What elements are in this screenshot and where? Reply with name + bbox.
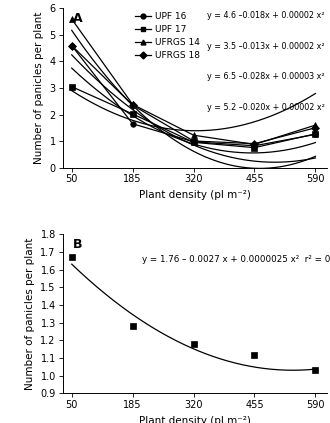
Y-axis label: Number of panicles per plant: Number of panicles per plant (25, 238, 35, 390)
Text: y = 1.76 – 0.0027 x + 0.0000025 x²  r² = 0.95: y = 1.76 – 0.0027 x + 0.0000025 x² r² = … (142, 255, 330, 264)
Text: B: B (73, 237, 83, 250)
Text: y = 4.6 –0.018x + 0.00002 x²  r² = 0.91: y = 4.6 –0.018x + 0.00002 x² r² = 0.91 (207, 11, 330, 20)
Legend: UPF 16, UPF 17, UFRGS 14, UFRGS 18: UPF 16, UPF 17, UFRGS 14, UFRGS 18 (134, 11, 201, 61)
Text: y = 6.5 –0.028x + 0.00003 x²  r² = 0.89: y = 6.5 –0.028x + 0.00003 x² r² = 0.89 (207, 72, 330, 81)
Y-axis label: Number of panicles per plant: Number of panicles per plant (34, 12, 44, 164)
X-axis label: Plant density (pl m⁻²): Plant density (pl m⁻²) (139, 416, 251, 423)
Text: y = 5.2 –0.020x + 0.00002 x²  r² = 0.91: y = 5.2 –0.020x + 0.00002 x² r² = 0.91 (207, 103, 330, 112)
Text: y = 3.5 –0.013x + 0.00002 x²  r² = 0.91: y = 3.5 –0.013x + 0.00002 x² r² = 0.91 (207, 41, 330, 50)
Text: A: A (73, 12, 83, 25)
X-axis label: Plant density (pl m⁻²): Plant density (pl m⁻²) (139, 190, 251, 200)
